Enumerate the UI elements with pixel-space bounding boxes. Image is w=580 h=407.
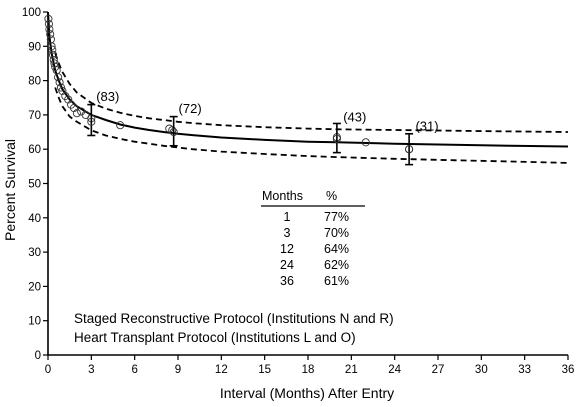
y-tick-label: 70 — [28, 110, 41, 122]
x-tick-label: 15 — [258, 364, 271, 376]
x-tick-label: 9 — [175, 364, 181, 376]
observed-point — [44, 14, 53, 23]
x-tick-label: 3 — [88, 364, 94, 376]
table-header-percent: % — [326, 189, 337, 203]
y-tick-label: 40 — [28, 213, 41, 225]
table-row-months: 3 — [284, 226, 291, 240]
observed-point — [47, 42, 56, 51]
observed-point — [332, 134, 341, 143]
x-tick-label: 12 — [215, 364, 228, 376]
observed-point — [46, 30, 55, 39]
confidence-limit-line — [54, 52, 569, 133]
table-row-percent: 62% — [324, 258, 349, 272]
sample-size-label: (31) — [415, 119, 438, 134]
series-lines — [47, 11, 569, 164]
x-tick-label: 27 — [432, 364, 445, 376]
error-bar — [405, 132, 414, 166]
axis-frame — [47, 12, 568, 356]
survival-curve — [47, 11, 569, 148]
y-tick-label: 80 — [28, 76, 41, 88]
x-tick-label: 18 — [302, 364, 315, 376]
error-bars — [87, 103, 414, 166]
table-header-months: Months — [262, 189, 303, 203]
y-tick-label: 20 — [28, 281, 41, 293]
table-row-months: 1 — [284, 210, 291, 224]
observed-point — [116, 121, 125, 130]
y-axis-title: Percent Survival — [2, 139, 18, 241]
table-row-months: 36 — [280, 274, 294, 288]
observed-point — [55, 78, 64, 87]
annotation-transplant-protocol: Heart Transplant Protocol (Institutions … — [74, 330, 356, 345]
observed-point — [169, 127, 178, 137]
y-tick-label: 10 — [28, 316, 41, 328]
table-row-percent: 77% — [324, 210, 349, 224]
observed-point — [405, 145, 414, 154]
observed-point — [45, 25, 54, 34]
observed-point — [48, 45, 57, 54]
observed-point — [361, 138, 370, 147]
confidence-limit-line — [54, 87, 569, 164]
x-tick-label: 33 — [518, 364, 531, 376]
x-tick-label: 6 — [131, 364, 137, 376]
error-bar — [87, 103, 96, 137]
observed-point — [58, 86, 67, 95]
sample-size-label: (43) — [343, 109, 366, 124]
x-tick-label: 21 — [345, 364, 358, 376]
observed-point — [168, 126, 177, 135]
x-tick-label: 30 — [475, 364, 488, 376]
observed-point — [87, 117, 96, 126]
observed-point — [72, 109, 81, 118]
y-tick-label: 30 — [28, 247, 41, 259]
observed-point — [49, 50, 58, 59]
table-row-percent: 61% — [324, 274, 349, 288]
observed-point — [44, 19, 53, 29]
sample-size-label: (83) — [96, 89, 119, 104]
error-bar — [169, 115, 178, 147]
survival-table: Months % 1 77% 3 70% 12 64% 24 62% 36 61… — [261, 189, 365, 288]
x-tick-label: 24 — [388, 364, 401, 376]
sample-size-labels: (83) (72) (43) (31) — [96, 89, 438, 134]
table-row-percent: 64% — [324, 242, 349, 256]
y-tick-label: 90 — [28, 41, 41, 53]
y-tick-label: 100 — [22, 7, 41, 19]
y-tick-label: 60 — [28, 144, 41, 156]
observed-point — [64, 95, 73, 104]
x-tick-label: 0 — [45, 364, 51, 376]
x-axis-title: Interval (Months) After Entry — [220, 385, 394, 401]
sample-size-label: (72) — [179, 101, 202, 116]
observed-points — [44, 14, 414, 154]
observed-point — [54, 73, 63, 82]
y-tick-label: 0 — [35, 350, 41, 362]
annotation-staged-protocol: Staged Reconstructive Protocol (Institut… — [74, 311, 394, 326]
error-bar — [332, 122, 341, 154]
table-row-months: 12 — [280, 242, 294, 256]
table-row-months: 24 — [280, 258, 294, 272]
y-tick-label: 50 — [28, 179, 41, 191]
table-row-percent: 70% — [324, 226, 349, 240]
x-tick-label: 36 — [562, 364, 575, 376]
